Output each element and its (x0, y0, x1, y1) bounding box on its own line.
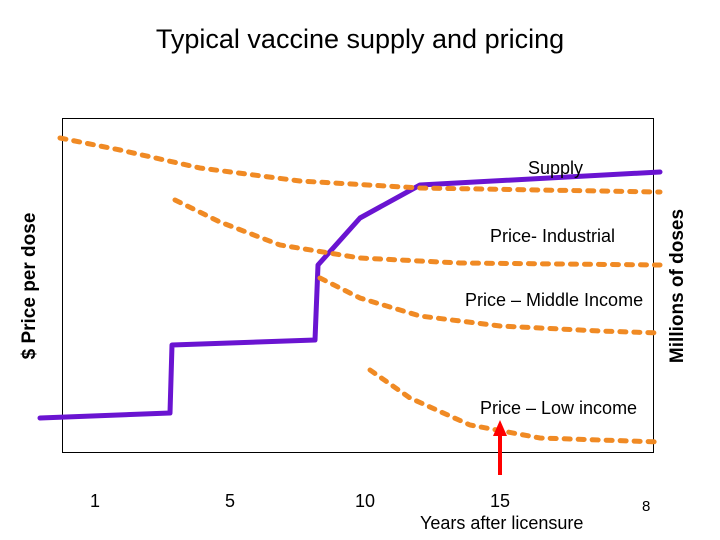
supply-label: Supply (528, 158, 583, 179)
price-low-label: Price – Low income (480, 398, 637, 419)
slide: Typical vaccine supply and pricing $ Pri… (0, 0, 720, 540)
x-tick-1: 5 (225, 491, 235, 512)
x-tick-0: 1 (90, 491, 100, 512)
x-tick-3: 15 (490, 491, 510, 512)
slide-number: 8 (642, 498, 650, 515)
price-industrial-label: Price- Industrial (490, 226, 615, 247)
chart-svg (0, 0, 720, 540)
x-tick-2: 10 (355, 491, 375, 512)
price-middle-label: Price – Middle Income (465, 290, 643, 311)
x-axis-label: Years after licensure (420, 513, 583, 534)
